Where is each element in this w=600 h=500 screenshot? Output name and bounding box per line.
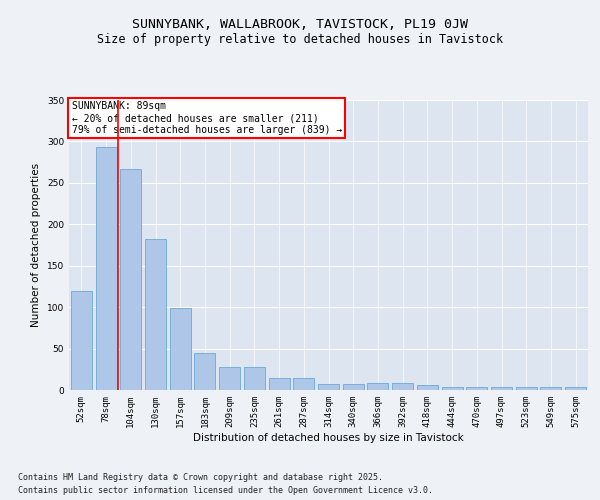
Bar <box>219 367 240 390</box>
Bar <box>71 290 92 390</box>
Bar <box>491 386 512 390</box>
Bar <box>293 378 314 390</box>
Bar <box>392 384 413 390</box>
Bar <box>565 386 586 390</box>
Bar <box>120 169 141 390</box>
Text: Contains HM Land Registry data © Crown copyright and database right 2025.: Contains HM Land Registry data © Crown c… <box>18 472 383 482</box>
Text: Contains public sector information licensed under the Open Government Licence v3: Contains public sector information licen… <box>18 486 433 495</box>
Bar <box>516 386 537 390</box>
Bar <box>170 308 191 390</box>
Bar <box>269 378 290 390</box>
Bar <box>95 147 116 390</box>
Bar <box>318 384 339 390</box>
Bar <box>466 386 487 390</box>
Bar <box>145 239 166 390</box>
Text: SUNNYBANK: 89sqm
← 20% of detached houses are smaller (211)
79% of semi-detached: SUNNYBANK: 89sqm ← 20% of detached house… <box>71 102 342 134</box>
Bar <box>417 385 438 390</box>
Y-axis label: Number of detached properties: Number of detached properties <box>31 163 41 327</box>
Bar <box>367 384 388 390</box>
Bar <box>244 367 265 390</box>
Bar <box>442 386 463 390</box>
Bar <box>541 386 562 390</box>
Text: Size of property relative to detached houses in Tavistock: Size of property relative to detached ho… <box>97 32 503 46</box>
Text: SUNNYBANK, WALLABROOK, TAVISTOCK, PL19 0JW: SUNNYBANK, WALLABROOK, TAVISTOCK, PL19 0… <box>132 18 468 30</box>
Bar <box>343 384 364 390</box>
X-axis label: Distribution of detached houses by size in Tavistock: Distribution of detached houses by size … <box>193 432 464 442</box>
Bar <box>194 352 215 390</box>
